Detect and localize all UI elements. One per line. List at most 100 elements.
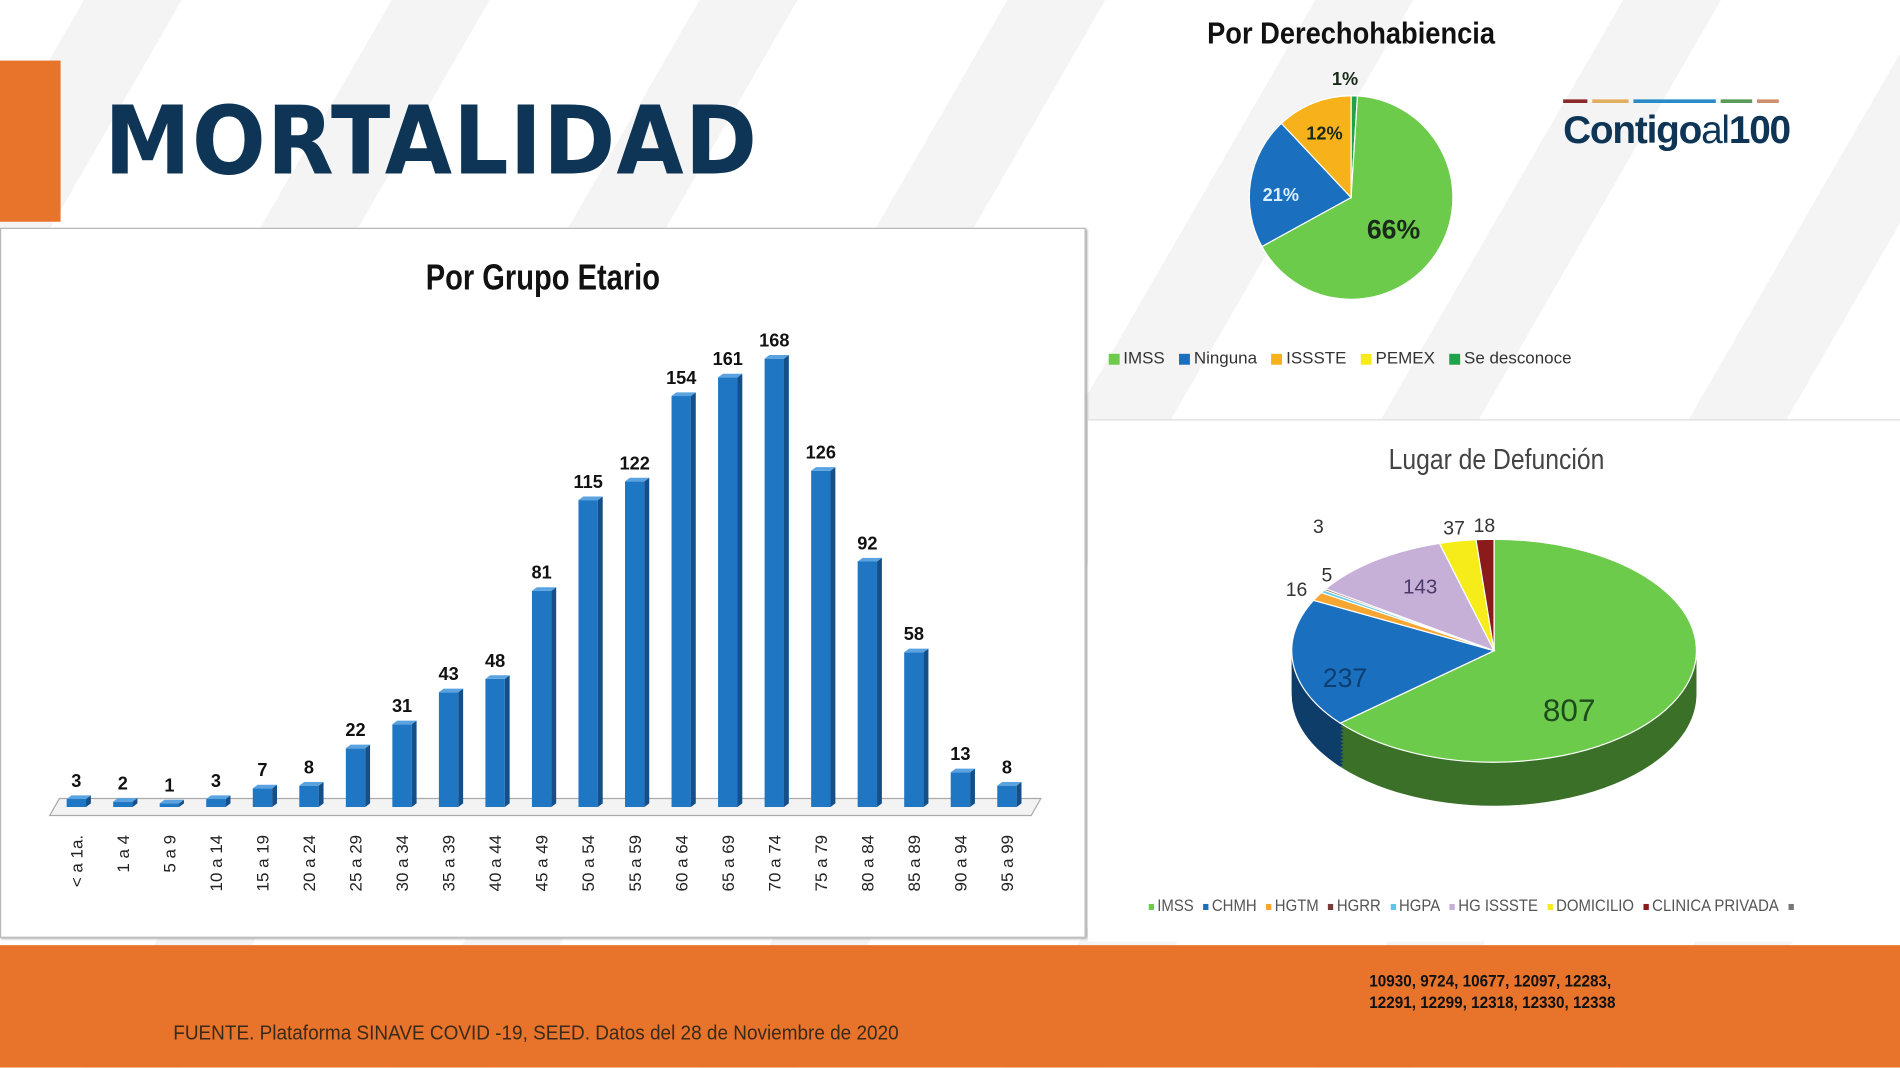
legend-swatch: [1271, 353, 1283, 365]
legend-label: HGTM: [1274, 895, 1319, 915]
pie-slice: [1261, 95, 1454, 300]
data-label: 1: [164, 775, 174, 795]
data-label: 122: [620, 453, 650, 473]
footer-codes: 10930, 9724, 10677, 12097, 12283, 12291,…: [1369, 969, 1653, 1013]
data-label: 8: [304, 758, 314, 778]
legend-label: IMSS: [1123, 347, 1165, 368]
data-label: 13: [950, 744, 970, 764]
bar-side: [690, 392, 696, 808]
bar-side: [597, 496, 603, 808]
bar: [764, 358, 784, 808]
orange-accent-bar: [0, 60, 61, 222]
legend-label: HGPA: [1398, 895, 1441, 915]
logo-number: 100: [1728, 107, 1791, 152]
bar-top: [252, 784, 278, 789]
x-tick-label: 35 a 39: [440, 835, 459, 892]
legend-item: CHMH: [1203, 895, 1257, 915]
bar-top: [206, 795, 231, 800]
legend-item: Se desconoce: [1449, 348, 1572, 367]
bar-side: [877, 557, 882, 808]
x-tick-label: 20 a 24: [300, 835, 319, 892]
slice-label: 12%: [1306, 123, 1342, 143]
bar: [113, 801, 133, 808]
legend-label: IMSS: [1157, 895, 1194, 915]
slice-label: 18: [1474, 515, 1496, 537]
bar-top: [764, 355, 789, 359]
legend-item: ISSSTE: [1271, 348, 1346, 367]
legend-label: Ninguna: [1193, 347, 1258, 368]
bar-top: [159, 799, 184, 804]
codes-line-1: 10930, 9724, 10677, 12097, 12283,: [1369, 970, 1612, 990]
bar-side: [86, 795, 91, 808]
data-label: 115: [574, 472, 603, 492]
legend-item: IMSS: [1108, 347, 1165, 368]
bar: [206, 799, 226, 808]
data-label: 161: [713, 349, 743, 369]
legend-swatch: [1547, 903, 1553, 910]
data-label: 92: [857, 533, 877, 553]
legend-swatch: [1266, 903, 1272, 910]
bar-side: [644, 477, 650, 808]
data-label: 126: [806, 443, 836, 463]
bar-top: [345, 744, 371, 749]
legend-swatch: [1148, 903, 1155, 910]
legend-item: HGTM: [1266, 895, 1319, 915]
bar-top: [113, 798, 138, 802]
slice-label: 143: [1403, 576, 1437, 599]
bar-side: [504, 675, 510, 808]
bar: [159, 803, 180, 808]
data-label: 31: [392, 696, 412, 716]
bar-side: [411, 720, 417, 808]
slice-label: 1%: [1332, 69, 1358, 89]
legend-label: CHMH: [1211, 895, 1257, 915]
legend-item: PEMEX: [1361, 348, 1435, 367]
data-label: 3: [71, 771, 81, 791]
x-tick-label: 30 a 34: [393, 835, 412, 892]
bar: [904, 652, 924, 808]
bar: [485, 678, 505, 808]
x-tick-label: 85 a 89: [905, 835, 924, 892]
x-tick-label: 70 a 74: [765, 835, 784, 892]
bar-top: [718, 373, 743, 378]
slice-label: 807: [1543, 692, 1596, 728]
bar-top: [66, 795, 91, 800]
bar-top: [997, 782, 1022, 786]
page-title: MORTALIDAD: [104, 87, 759, 197]
slice-label: 37: [1443, 517, 1465, 539]
bar-side: [970, 768, 975, 808]
codes-line-2: 12291, 12299, 12318, 12330, 12338: [1369, 992, 1616, 1012]
slice-label: 3: [1313, 516, 1324, 538]
legend-label: HGRR: [1336, 895, 1381, 915]
x-tick-label: 15 a 19: [254, 835, 273, 892]
bar-top: [578, 496, 603, 501]
slice-label: 16: [1286, 579, 1308, 601]
x-tick-label: 90 a 94: [951, 835, 970, 892]
logo-al: al: [1701, 107, 1730, 152]
legend-swatch: [1449, 903, 1456, 910]
legend-label: CLINICA PRIVADA: [1652, 895, 1779, 915]
bar-top: [671, 392, 696, 397]
source-note: FUENTE. Plataforma SINAVE COVID -19, SEE…: [173, 1021, 899, 1045]
x-tick-label: 25 a 29: [347, 835, 366, 892]
bar-side: [318, 782, 324, 808]
bar-side: [365, 744, 371, 808]
x-tick-label: 60 a 64: [672, 835, 691, 892]
x-tick-label: 1 a 4: [114, 835, 133, 873]
legend-item: HGRR: [1328, 895, 1381, 915]
bar-top: [299, 782, 324, 786]
legend-swatch: [1390, 903, 1396, 910]
bar: [671, 396, 691, 808]
x-tick-label: < a 1a.: [67, 835, 86, 887]
legend-swatch: [1108, 353, 1120, 365]
bar-side: [783, 355, 789, 808]
legend-item: IMSS: [1148, 895, 1194, 915]
pie3d-title: Lugar de Defunción: [1388, 443, 1605, 477]
legend-swatch: [1361, 353, 1372, 365]
bar-side: [1016, 782, 1022, 808]
pie-chart-lugar-defuncion: 807 237 16 5 3 143 37 18: [1286, 515, 1698, 806]
pie-chart-derechohabiencia: 1% 66% 21% 12%: [1248, 69, 1454, 300]
x-tick-label: 50 a 54: [579, 835, 598, 892]
legend-item: [1788, 895, 1797, 914]
bar-side: [551, 587, 557, 808]
bar: [857, 561, 878, 808]
